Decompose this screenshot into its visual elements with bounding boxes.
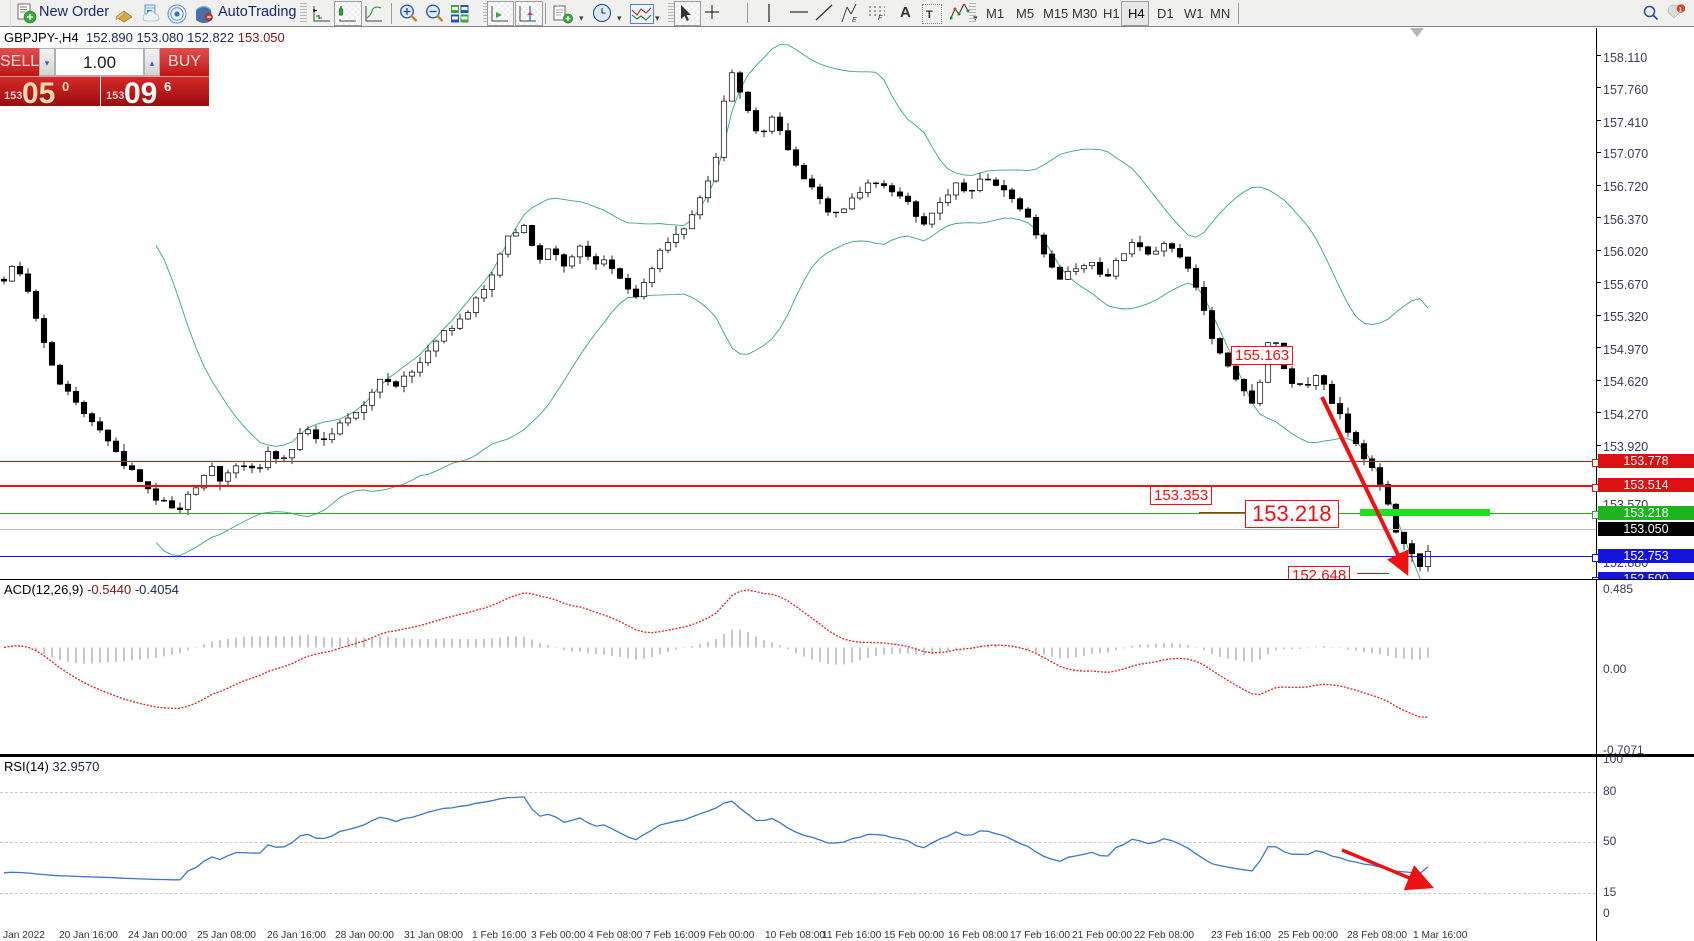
svg-text:1: 1 [1679,6,1683,13]
svg-text:T: T [926,9,933,21]
svg-text:F: F [878,15,883,20]
svg-text:E: E [852,17,857,23]
